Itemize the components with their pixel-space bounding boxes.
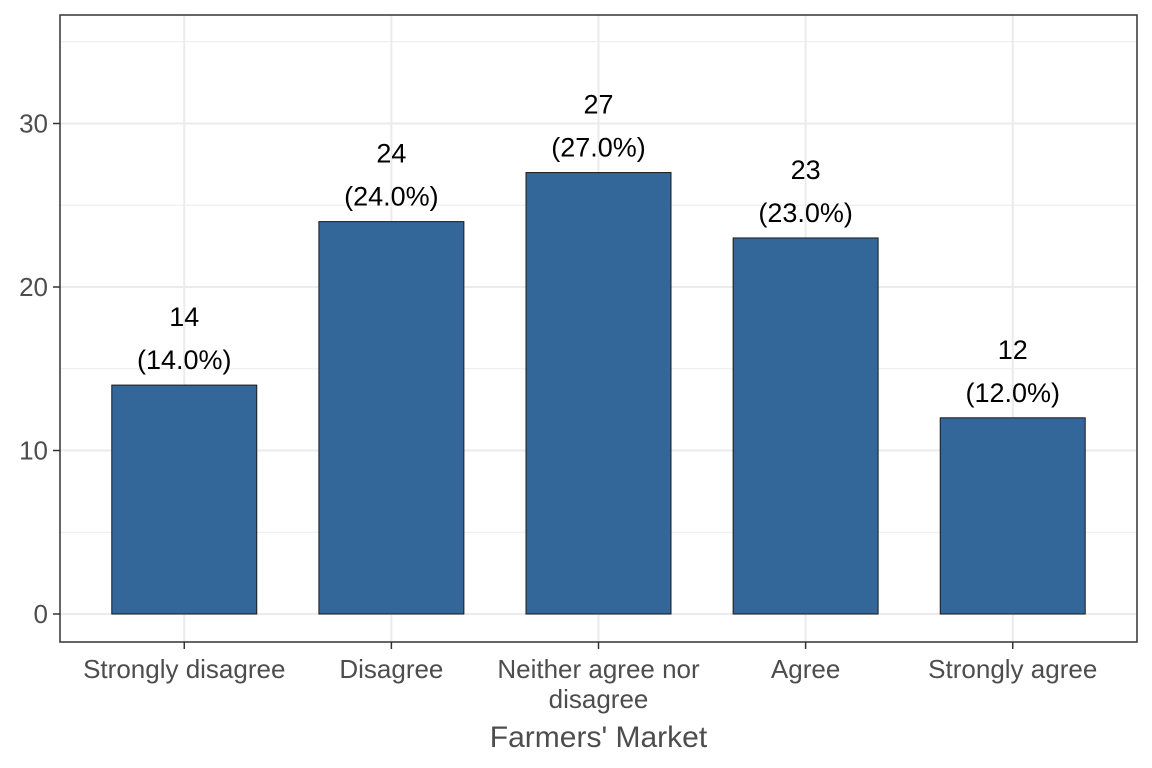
x-tick-label: Neither agree nor disagree xyxy=(497,654,700,714)
y-tick-label: 0 xyxy=(34,599,48,629)
data-label-count: 12 xyxy=(998,335,1028,365)
axes: 0 10 20 30 Strongly disagree Disagree Neither … xyxy=(19,109,1097,715)
bar xyxy=(732,237,879,615)
plot-panel-border xyxy=(59,14,1138,643)
data-label-count: 23 xyxy=(791,155,821,185)
data-label-percent: (24.0%) xyxy=(344,182,439,212)
data-label-percent: (23.0%) xyxy=(758,198,853,228)
x-tick-label: Strongly agree xyxy=(928,654,1097,684)
y-tick-label: 10 xyxy=(19,436,48,466)
bar xyxy=(111,384,258,615)
data-labels: 14 (14.0%) 24 (24.0%) 27 (27.0%) 23 (23.0%) 12 (1… xyxy=(137,90,1060,408)
data-label-percent: (12.0%) xyxy=(965,378,1060,408)
y-tick-label: 30 xyxy=(19,109,48,139)
x-tick-label: Strongly disagree xyxy=(83,654,285,684)
data-label-count: 24 xyxy=(376,139,406,169)
bar xyxy=(939,417,1086,615)
data-label-percent: (27.0%) xyxy=(551,133,646,163)
bar xyxy=(318,221,465,615)
data-label-percent: (14.0%) xyxy=(137,345,232,375)
x-tick-label: Agree xyxy=(771,654,840,684)
data-label-count: 27 xyxy=(583,90,613,120)
bars xyxy=(111,172,1086,615)
data-label-count: 14 xyxy=(169,302,199,332)
x-axis-title: Farmers' Market xyxy=(490,721,708,754)
y-tick-label: 20 xyxy=(19,272,48,302)
x-tick-label: Disagree xyxy=(339,654,443,684)
bar xyxy=(525,172,672,615)
